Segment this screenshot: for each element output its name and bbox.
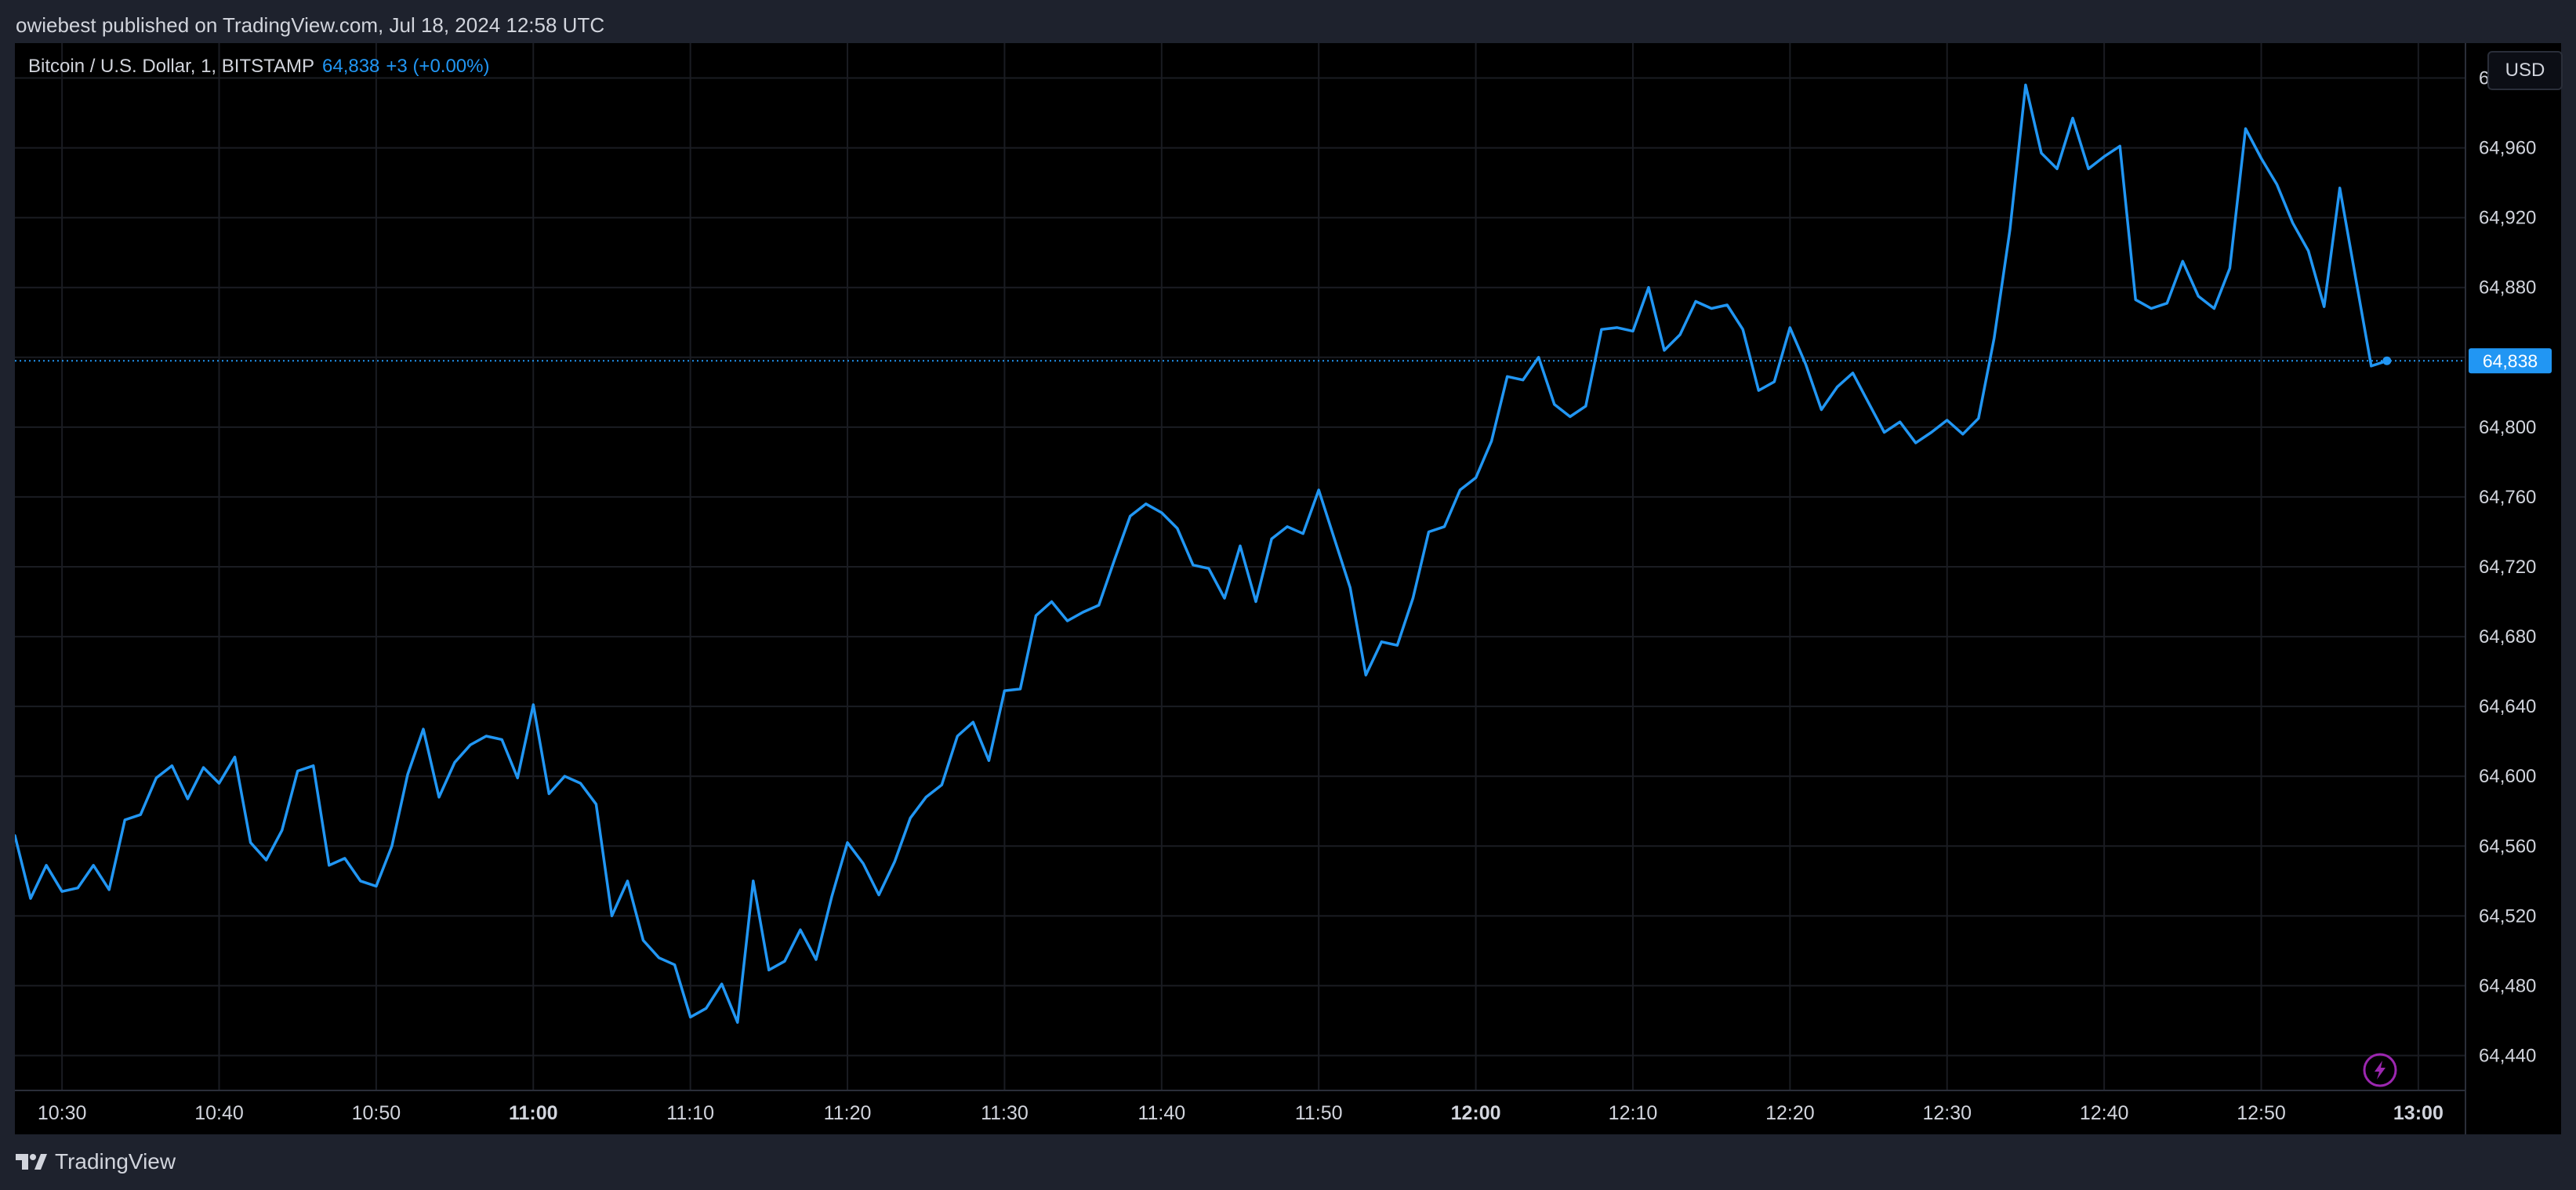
y-tick-label: 64,440 [2479, 1045, 2536, 1066]
y-tick-label: 64,680 [2479, 626, 2536, 648]
y-tick-label: 64,560 [2479, 836, 2536, 857]
footer-brand-label: TradingView [55, 1149, 176, 1174]
x-tick-label: 10:30 [38, 1102, 87, 1124]
published-by-line: owiebest published on TradingView.com, J… [16, 13, 605, 37]
tradingview-logo-icon [16, 1154, 47, 1170]
x-tick-label: 12:00 [1451, 1102, 1501, 1124]
footer-brand[interactable]: TradingView [16, 1148, 176, 1176]
x-tick-label: 11:30 [981, 1102, 1029, 1124]
btc-price-line[interactable] [15, 83, 2389, 1024]
y-tick-label: 64,880 [2479, 278, 2536, 299]
last-price-dot [2382, 356, 2392, 365]
y-tick-label: 64,600 [2479, 766, 2536, 787]
y-tick-label: 64,480 [2479, 975, 2536, 996]
y-tick-label: 64,920 [2479, 208, 2536, 229]
x-tick-label: 12:20 [1765, 1102, 1815, 1124]
x-tick-label: 13:00 [2393, 1102, 2444, 1124]
x-tick-label: 11:50 [1295, 1102, 1343, 1124]
last-price-tag: 64,838 [2469, 348, 2552, 374]
x-tick-label: 12:10 [1609, 1102, 1658, 1124]
legend-price: 64,838 [322, 56, 380, 77]
price-chart[interactable]: 64,440 64,480 64,520 64,560 64,600 64,640 64,6… [15, 43, 2561, 1134]
y-tick-label: 64,800 [2479, 417, 2536, 438]
y-tick-label: 64,720 [2479, 557, 2536, 578]
lightning-icon[interactable] [2363, 1053, 2397, 1087]
x-tick-label: 12:30 [1922, 1102, 1972, 1124]
y-tick-label: 64,760 [2479, 487, 2536, 508]
x-tick-label: 11:40 [1137, 1102, 1185, 1124]
legend-change: +3 (+0.00%) [386, 56, 490, 77]
y-tick-label: 64,960 [2479, 138, 2536, 159]
x-tick-label: 11:20 [824, 1102, 872, 1124]
x-tick-label: 10:50 [352, 1102, 401, 1124]
y-tick-label: 64,520 [2479, 905, 2536, 927]
currency-button[interactable]: USD [2487, 51, 2563, 90]
symbol-legend[interactable]: Bitcoin / U.S. Dollar, 1, BITSTAMP 64,838… [28, 53, 490, 81]
y-tick-label: 64,640 [2479, 696, 2536, 717]
symbol-name[interactable]: Bitcoin / U.S. Dollar, 1, BITSTAMP [28, 56, 314, 77]
chart-panel[interactable]: 64,440 64,480 64,520 64,560 64,600 64,640 64,6… [15, 43, 2563, 1134]
x-tick-label: 12:50 [2237, 1102, 2286, 1124]
x-tick-label: 10:40 [194, 1102, 244, 1124]
x-tick-label: 11:00 [509, 1102, 558, 1124]
x-tick-label: 11:10 [666, 1102, 714, 1124]
last-price-tag-label: 64,838 [2483, 350, 2538, 371]
x-tick-label: 12:40 [2080, 1102, 2129, 1124]
